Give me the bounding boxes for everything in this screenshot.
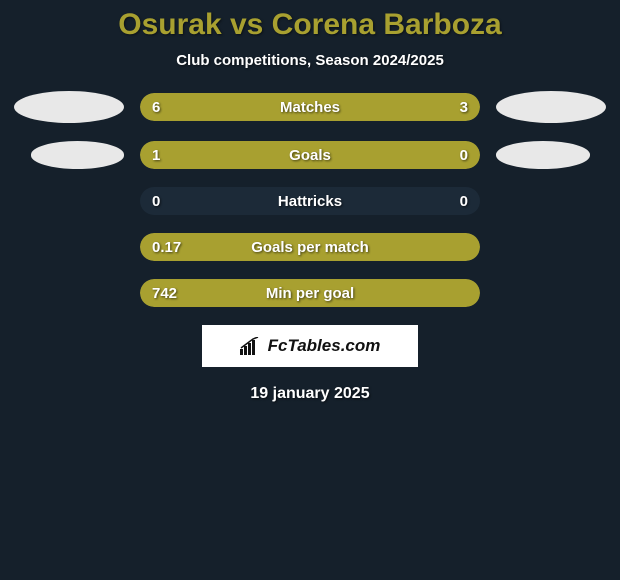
stat-value-right: 0: [460, 187, 468, 215]
bar-fill-right: [367, 93, 480, 121]
player-left-avatar: [31, 141, 125, 168]
stat-bar: 1Goals0: [140, 141, 480, 169]
bar-fill-left: [140, 233, 480, 261]
player-right-avatar: [496, 91, 606, 123]
bar-fill-left: [140, 93, 367, 121]
bar-fill-right: [405, 141, 480, 169]
stat-bar: 0.17Goals per match: [140, 233, 480, 261]
stat-label: Hattricks: [140, 187, 480, 215]
stat-row: 742Min per goal: [0, 279, 620, 307]
stat-row: 0.17Goals per match: [0, 233, 620, 261]
comparison-infographic: Osurak vs Corena Barboza Club competitio…: [0, 0, 620, 403]
stat-row: 1Goals0: [0, 141, 620, 169]
player-right-avatar: [496, 141, 590, 168]
stat-row: 6Matches3: [0, 91, 620, 123]
stat-bar: 742Min per goal: [140, 279, 480, 307]
chart-icon: [240, 337, 262, 355]
player-left-avatar: [14, 91, 124, 123]
bar-fill-left: [140, 279, 480, 307]
logo-text: FcTables.com: [268, 336, 381, 356]
stat-row: 0Hattricks0: [0, 187, 620, 215]
stat-value-left: 0: [152, 187, 160, 215]
stat-bar: 6Matches3: [140, 93, 480, 121]
date-label: 19 january 2025: [250, 385, 369, 403]
stat-bar: 0Hattricks0: [140, 187, 480, 215]
stat-rows: 6Matches3 1Goals0 0Hattricks0 0.17Goals per…: [0, 91, 620, 307]
logo-badge: FcTables.com: [202, 325, 418, 367]
subtitle: Club competitions, Season 2024/2025: [176, 52, 444, 69]
page-title: Osurak vs Corena Barboza: [118, 8, 501, 42]
bar-fill-left: [140, 141, 405, 169]
